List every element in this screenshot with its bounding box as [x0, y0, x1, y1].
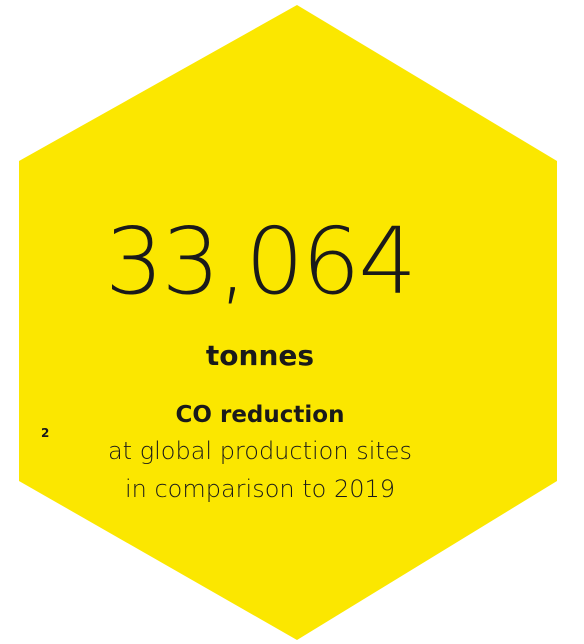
stat-unit: tonnes [205, 339, 315, 372]
description-line-1: at global production sites [107, 437, 413, 465]
description-line-2: in comparison to 2019 [124, 475, 396, 503]
stat-heading: CO reduction [175, 402, 345, 428]
hexagon-polygon [19, 5, 557, 640]
stat-description: at global production sites in comparison… [20, 432, 500, 508]
stat-value: 33,064 [105, 208, 417, 315]
co2-subscript: 2 [41, 426, 50, 440]
